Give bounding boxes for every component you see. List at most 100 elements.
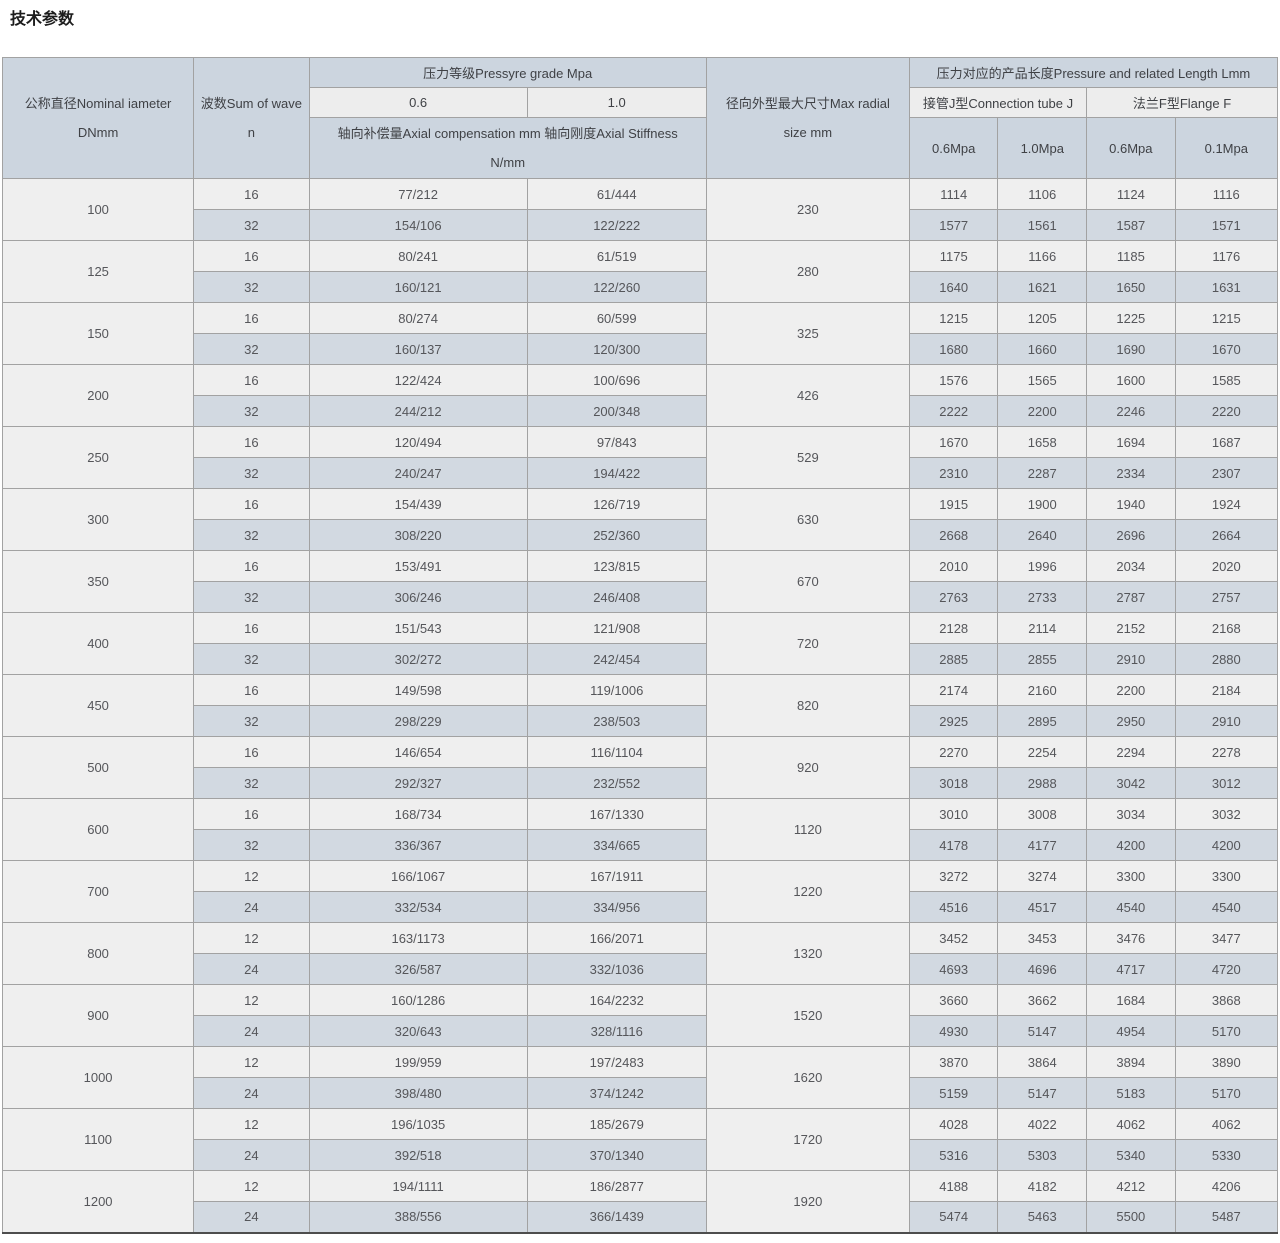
axial-06-cell: 166/1067: [308, 860, 528, 892]
axial-06-cell: 163/1173: [308, 922, 528, 954]
table-row: 24 326/587 332/1036 4693 4696 4717 4720: [3, 953, 1279, 985]
dn-cell: 350: [1, 550, 195, 613]
length-j-06-cell: 1640: [908, 271, 999, 303]
wave-count-cell: 12: [193, 922, 310, 954]
axial-10-cell: 100/696: [526, 364, 707, 396]
length-j-06-cell: 4178: [908, 829, 999, 861]
length-j-06-cell: 5316: [908, 1139, 999, 1171]
length-j-06-cell: 1175: [908, 240, 999, 272]
length-f-01-cell: 1924: [1174, 488, 1279, 520]
axial-06-cell: 199/959: [308, 1046, 528, 1078]
axial-10-cell: 374/1242: [526, 1077, 707, 1109]
length-j-10-cell: 1205: [997, 302, 1088, 334]
length-j-06-cell: 2925: [908, 705, 999, 737]
dn-cell: 125: [1, 240, 195, 303]
length-f-01-cell: 3032: [1174, 798, 1279, 830]
axial-10-cell: 242/454: [526, 643, 707, 675]
header-grade-06: 0.6: [308, 87, 528, 118]
wave-count-cell: 16: [193, 550, 310, 582]
length-f-01-cell: 1687: [1174, 426, 1279, 458]
wave-count-cell: 32: [193, 519, 310, 551]
length-j-10-cell: 4517: [997, 891, 1088, 923]
length-f-06-cell: 2787: [1086, 581, 1176, 613]
axial-06-cell: 320/643: [308, 1015, 528, 1047]
length-f-01-cell: 4720: [1174, 953, 1279, 985]
radial-size-cell: 280: [705, 240, 910, 303]
table-row: 32 298/229 238/503 2925 2895 2950 2910: [3, 705, 1279, 737]
length-f-06-cell: 2696: [1086, 519, 1176, 551]
length-j-06-cell: 2763: [908, 581, 999, 613]
axial-10-cell: 61/519: [526, 240, 707, 272]
length-j-06-cell: 4930: [908, 1015, 999, 1047]
length-j-10-cell: 1658: [997, 426, 1088, 458]
length-f-06-cell: 4062: [1086, 1108, 1176, 1140]
length-j-06-cell: 2010: [908, 550, 999, 582]
length-f-01-cell: 1571: [1174, 209, 1279, 241]
length-f-01-cell: 2220: [1174, 395, 1279, 427]
length-f-01-cell: 1215: [1174, 302, 1279, 334]
length-f-06-cell: 3476: [1086, 922, 1176, 954]
length-j-06-cell: 3272: [908, 860, 999, 892]
table-body: 100 16 77/212 61/444 230 1114 1106 1124 1116 32 15…: [1, 178, 1279, 1233]
wave-count-cell: 12: [193, 1170, 310, 1202]
table-row: 1000 12 199/959 197/2483 1620 3870 3864 3894 389…: [1, 1046, 1279, 1109]
axial-10-cell: 334/665: [526, 829, 707, 861]
length-f-06-cell: 1650: [1086, 271, 1176, 303]
wave-count-cell: 24: [193, 953, 310, 985]
wave-count-cell: 32: [193, 767, 310, 799]
length-f-01-cell: 4200: [1174, 829, 1279, 861]
page-title: 技术参数: [10, 11, 75, 28]
length-f-06-cell: 1124: [1086, 178, 1176, 210]
table-row: 400 16 151/543 121/908 720 2128 2114 2152 2168: [1, 612, 1279, 675]
length-f-01-cell: 2020: [1174, 550, 1279, 582]
table-row: 32 292/327 232/552 3018 2988 3042 3012: [3, 767, 1279, 799]
axial-06-cell: 398/480: [308, 1077, 528, 1109]
radial-size-cell: 720: [705, 612, 910, 675]
length-f-06-cell: 2200: [1086, 674, 1176, 706]
header-grade-10: 1.0: [526, 87, 707, 118]
axial-10-cell: 126/719: [526, 488, 707, 520]
table-row: 32 154/106 122/222 1577 1561 1587 1571: [3, 209, 1279, 241]
length-j-10-cell: 2988: [997, 767, 1088, 799]
wave-count-cell: 16: [193, 488, 310, 520]
axial-10-cell: 122/222: [526, 209, 707, 241]
header-radial-line2: size mm: [783, 125, 833, 140]
length-f-06-cell: 2950: [1086, 705, 1176, 737]
length-f-01-cell: 5170: [1174, 1015, 1279, 1047]
wave-count-cell: 32: [193, 705, 310, 737]
axial-06-cell: 160/137: [308, 333, 528, 365]
axial-10-cell: 366/1439: [526, 1201, 707, 1233]
length-j-06-cell: 3660: [908, 984, 999, 1016]
header-wave-line1: 波数Sum of wave: [200, 96, 302, 111]
length-f-01-cell: 4540: [1174, 891, 1279, 923]
axial-06-cell: 77/212: [308, 178, 528, 210]
header-dn: 公称直径Nominal iameter DNmm: [1, 57, 195, 179]
length-f-06-cell: 4954: [1086, 1015, 1176, 1047]
wave-count-cell: 24: [193, 1201, 310, 1233]
wave-count-cell: 16: [193, 302, 310, 334]
radial-size-cell: 426: [705, 364, 910, 427]
axial-10-cell: 60/599: [526, 302, 707, 334]
axial-10-cell: 246/408: [526, 581, 707, 613]
axial-10-cell: 238/503: [526, 705, 707, 737]
axial-10-cell: 197/2483: [526, 1046, 707, 1078]
radial-size-cell: 230: [705, 178, 910, 241]
length-j-06-cell: 4028: [908, 1108, 999, 1140]
length-j-06-cell: 1114: [908, 178, 999, 210]
axial-06-cell: 388/556: [308, 1201, 528, 1233]
axial-06-cell: 244/212: [308, 395, 528, 427]
table-row: 250 16 120/494 97/843 529 1670 1658 1694 1687: [1, 426, 1279, 489]
axial-06-cell: 120/494: [308, 426, 528, 458]
wave-count-cell: 24: [193, 891, 310, 923]
header-tube-j: 接管J型Connection tube J: [908, 87, 1088, 118]
axial-10-cell: 167/1330: [526, 798, 707, 830]
axial-06-cell: 392/518: [308, 1139, 528, 1171]
length-f-06-cell: 2152: [1086, 612, 1176, 644]
axial-10-cell: 97/843: [526, 426, 707, 458]
wave-count-cell: 32: [193, 333, 310, 365]
length-j-06-cell: 1577: [908, 209, 999, 241]
dn-cell: 100: [1, 178, 195, 241]
length-f-06-cell: 1600: [1086, 364, 1176, 396]
length-j-10-cell: 2200: [997, 395, 1088, 427]
axial-10-cell: 116/1104: [526, 736, 707, 768]
